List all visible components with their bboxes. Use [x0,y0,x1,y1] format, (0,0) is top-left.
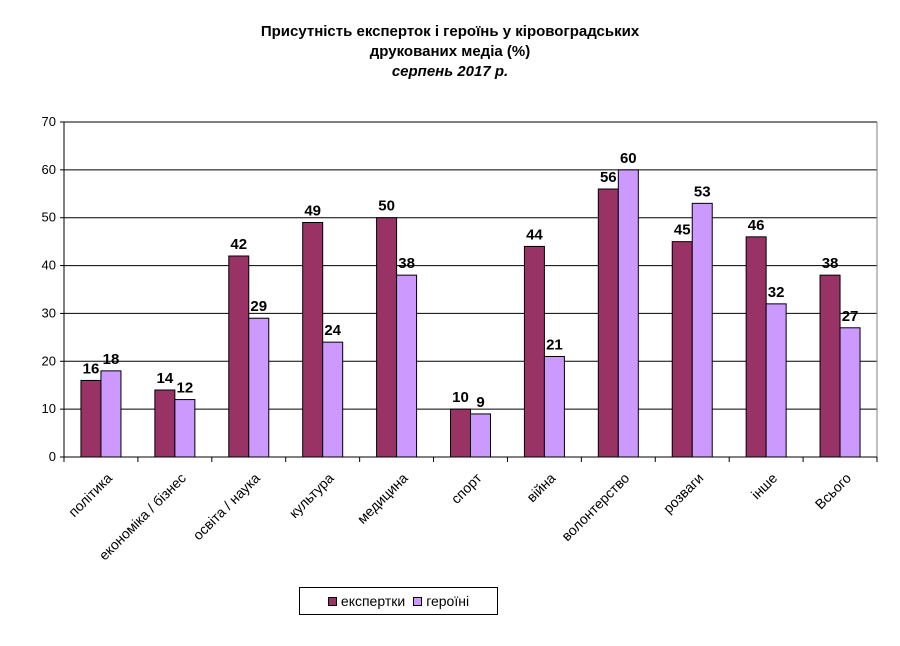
data-label-experts: 16 [83,360,100,377]
data-label-experts: 10 [452,389,469,406]
x-tick-label: спорт [448,469,485,506]
x-tick-label: Всього [812,470,855,513]
legend: експертки героїні [299,587,498,615]
data-label-heroines: 38 [398,255,415,272]
bar-experts [228,255,250,458]
x-tick-label: волонтерство [558,470,632,544]
data-label-heroines: 60 [620,150,637,167]
chart-title-line-2: друкованих медіа (%) [369,43,531,60]
bar-experts [302,222,324,458]
bar-heroines [100,370,122,458]
y-tick-label: 30 [42,305,56,320]
legend-swatch-heroines [413,596,423,606]
bar-heroines [543,356,565,458]
y-tick-label: 70 [42,114,56,129]
x-tick-label: політика [65,470,115,520]
data-label-experts: 46 [748,217,765,234]
legend-label-experts: експертки [340,593,406,609]
legend-swatch-experts [327,596,337,606]
bar-heroines [691,202,713,458]
bar-experts [523,245,545,458]
bar-experts [80,379,102,458]
data-label-experts: 44 [526,226,543,243]
x-tick-label: культура [286,470,337,521]
data-label-experts: 56 [600,169,617,186]
bar-heroines [322,341,344,458]
bar-heroines [839,327,861,458]
plot-background [64,122,877,457]
y-tick-label: 10 [42,401,56,416]
legend-item-heroines: героїні [413,593,469,609]
y-tick-label: 40 [42,258,56,273]
bar-heroines [174,399,196,458]
x-tick-label: війна [523,470,558,505]
bar-heroines [470,413,491,458]
chart-subtitle: серпень 2017 р. [391,63,509,80]
data-label-heroines: 32 [768,284,785,301]
data-label-heroines: 18 [103,351,120,368]
bar-heroines [617,169,639,458]
data-label-experts: 49 [304,203,321,220]
legend-label-heroines: героїні [426,593,470,609]
y-tick-label: 20 [42,353,56,368]
x-tick-label: освіта / наука [190,470,263,543]
bar-experts [597,188,619,458]
bar-experts [450,408,471,458]
x-tick-label: розваги [660,470,707,517]
bar-heroines [765,303,787,458]
data-label-heroines: 53 [694,183,711,200]
data-label-heroines: 12 [177,380,194,397]
data-label-experts: 50 [378,198,395,215]
chart-title-line-1: Присутність експерток і героїнь у кірово… [260,23,640,40]
data-label-experts: 14 [157,370,174,387]
bar-experts [819,274,841,458]
data-label-heroines: 9 [476,394,484,411]
bar-heroines [248,317,270,458]
data-label-experts: 42 [230,236,247,253]
data-label-heroines: 21 [546,337,563,354]
bar-heroines [396,274,418,458]
chart-title: Присутність експерток і героїнь у кірово… [0,22,900,82]
data-label-heroines: 27 [842,308,859,325]
y-tick-label: 60 [42,162,56,177]
data-label-experts: 45 [674,222,691,239]
x-tick-label: медицина [354,470,411,527]
data-label-heroines: 29 [250,298,267,315]
bar-experts [745,236,767,458]
bar-experts [154,389,176,458]
y-tick-label: 50 [42,210,56,225]
y-tick-label: 0 [49,449,56,464]
bar-experts [376,217,398,458]
data-label-experts: 38 [822,255,839,272]
x-tick-label: інше [748,470,781,503]
legend-item-experts: експертки [327,593,406,609]
bar-experts [671,241,693,458]
data-label-heroines: 24 [324,322,341,339]
